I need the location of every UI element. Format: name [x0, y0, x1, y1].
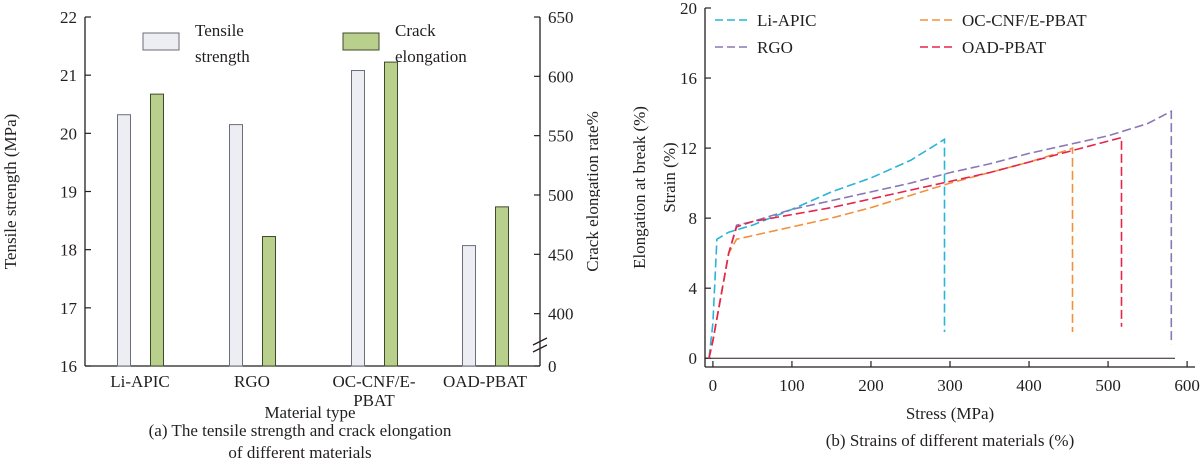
- axis-break-mark: [532, 344, 548, 353]
- bar: [117, 114, 131, 367]
- y-tick-label: 0: [689, 349, 698, 368]
- caption-a-line1: (a) The tensile strength and crack elong…: [148, 421, 452, 440]
- left-tick-label: 18: [60, 241, 77, 260]
- bar: [229, 124, 243, 367]
- axis-break-mark: [532, 337, 548, 346]
- legend-label: strength: [195, 47, 250, 66]
- left-tick-label: 22: [60, 8, 77, 27]
- series-line: [708, 109, 1173, 359]
- left-tick-label: 19: [60, 183, 77, 202]
- bar: [351, 70, 365, 367]
- right-tick-label: 0: [548, 357, 557, 376]
- y-axis-title: Tensile strength (MPa): [1, 114, 20, 270]
- right-tick-label: 600: [548, 67, 574, 86]
- left-tick-label: 20: [60, 124, 77, 143]
- x-tick-label: 400: [1016, 376, 1042, 395]
- category-label: PBAT: [353, 391, 395, 410]
- legend-label: Crack: [395, 21, 436, 40]
- y2-axis-title: Crack elongation rate%: [583, 111, 600, 272]
- left-tick-label: 16: [60, 357, 77, 376]
- caption-b: (b) Strains of different materials (%): [780, 430, 1120, 452]
- y-tick-label: 12: [680, 139, 697, 158]
- x-tick-label: 300: [937, 376, 963, 395]
- series-line: [708, 137, 946, 359]
- legend-label: OC-CNF/E-PBAT: [962, 11, 1087, 30]
- category-label: Li-APIC: [110, 372, 170, 391]
- caption-a: (a) The tensile strength and crack elong…: [100, 420, 500, 464]
- left-tick-label: 17: [60, 299, 78, 318]
- category-label: RGO: [234, 372, 270, 391]
- x-tick-label: 0: [709, 376, 718, 395]
- y-tick-label: 8: [689, 209, 698, 228]
- legend-swatch: [142, 32, 180, 51]
- x-tick-label: 200: [858, 376, 884, 395]
- right-tick-label: 400: [548, 305, 574, 324]
- y-tick-label: 16: [680, 69, 697, 88]
- right-tick-label: 450: [548, 245, 574, 264]
- right-tick-label: 500: [548, 186, 574, 205]
- right-tick-label: 550: [548, 127, 574, 146]
- x-tick-label: 500: [1095, 376, 1121, 395]
- y-axis-title: Elongation at break (%): [630, 106, 649, 269]
- bar: [462, 245, 476, 367]
- x-axis-title: Material type: [264, 403, 355, 422]
- series-line: [708, 146, 1074, 359]
- category-label: OC-CNF/E-: [332, 372, 415, 391]
- y-tick-label: 4: [689, 279, 698, 298]
- x-tick-label: 100: [779, 376, 805, 395]
- caption-b-line: (b) Strains of different materials (%): [825, 431, 1075, 450]
- legend-label: elongation: [395, 47, 467, 66]
- x-tick-label: 600: [1174, 376, 1200, 395]
- bar: [384, 61, 398, 367]
- bar: [262, 236, 276, 367]
- y-axis-title-overlay: Strain (%): [660, 142, 679, 212]
- right-tick-label: 650: [548, 8, 574, 27]
- series-line: [708, 136, 1123, 359]
- legend-label: Li-APIC: [757, 11, 817, 30]
- legend-label: RGO: [757, 38, 793, 57]
- x-axis-title: Stress (MPa): [906, 404, 994, 423]
- bar: [495, 206, 509, 367]
- caption-a-line2: of different materials: [228, 443, 372, 462]
- category-label: OAD-PBAT: [443, 372, 528, 391]
- bar: [150, 93, 164, 367]
- legend-label: Tensile: [195, 21, 244, 40]
- chart-a: 16 17 18 19 20 21 22 0 400 450 500 550 600 650 Tensile…: [1, 8, 600, 422]
- y-tick-label: 20: [680, 0, 697, 18]
- legend-swatch: [342, 32, 380, 51]
- left-tick-label: 21: [60, 66, 77, 85]
- legend-label: OAD-PBAT: [962, 38, 1047, 57]
